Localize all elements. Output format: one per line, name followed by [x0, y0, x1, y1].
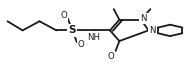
- Text: N: N: [140, 14, 146, 23]
- Text: N: N: [149, 26, 156, 35]
- Text: S: S: [69, 25, 76, 35]
- Text: O: O: [108, 52, 114, 61]
- Text: O: O: [60, 11, 67, 20]
- Text: O: O: [78, 40, 85, 49]
- Text: NH: NH: [87, 34, 101, 42]
